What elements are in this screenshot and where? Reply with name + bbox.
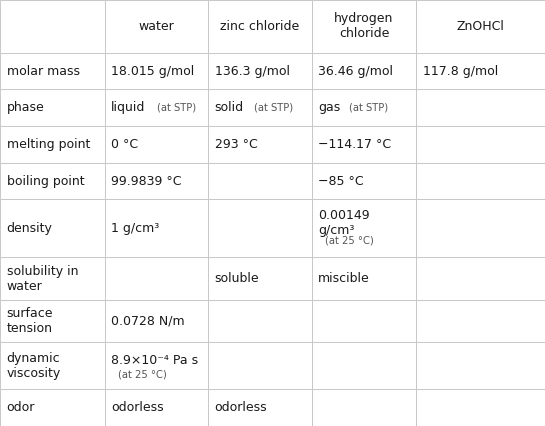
Text: 0 °C: 0 °C bbox=[111, 138, 138, 151]
Bar bbox=[312, 53, 416, 89]
Bar bbox=[416, 0, 545, 53]
Bar bbox=[416, 126, 545, 163]
Text: (at 25 °C): (at 25 °C) bbox=[325, 235, 373, 245]
Bar bbox=[208, 257, 312, 300]
Text: 8.9×10⁻⁴ Pa s: 8.9×10⁻⁴ Pa s bbox=[111, 354, 198, 367]
Text: (at 25 °C): (at 25 °C) bbox=[118, 369, 166, 379]
Text: odorless: odorless bbox=[111, 401, 164, 414]
Text: solubility in
water: solubility in water bbox=[7, 265, 78, 293]
Text: 117.8 g/mol: 117.8 g/mol bbox=[423, 65, 498, 78]
Text: odorless: odorless bbox=[215, 401, 268, 414]
Bar bbox=[105, 126, 208, 163]
Bar bbox=[312, 126, 416, 163]
Text: (at STP): (at STP) bbox=[254, 103, 293, 113]
Bar bbox=[208, 89, 312, 126]
Bar bbox=[312, 89, 416, 126]
Text: surface
tension: surface tension bbox=[7, 307, 53, 335]
Text: gas: gas bbox=[318, 101, 341, 114]
Bar bbox=[0, 53, 105, 89]
Bar bbox=[105, 163, 208, 199]
Text: 0.00149
g/cm³: 0.00149 g/cm³ bbox=[318, 209, 370, 236]
Bar bbox=[0, 343, 105, 389]
Bar bbox=[312, 199, 416, 257]
Bar bbox=[105, 257, 208, 300]
Bar bbox=[312, 257, 416, 300]
Bar bbox=[105, 343, 208, 389]
Text: molar mass: molar mass bbox=[7, 65, 80, 78]
Bar bbox=[208, 126, 312, 163]
Text: (at STP): (at STP) bbox=[157, 103, 196, 113]
Bar bbox=[312, 0, 416, 53]
Bar bbox=[208, 343, 312, 389]
Text: water: water bbox=[138, 20, 174, 33]
Text: 293 °C: 293 °C bbox=[215, 138, 257, 151]
Bar bbox=[416, 199, 545, 257]
Text: boiling point: boiling point bbox=[7, 175, 84, 187]
Bar bbox=[312, 343, 416, 389]
Text: 36.46 g/mol: 36.46 g/mol bbox=[318, 65, 393, 78]
Bar bbox=[105, 199, 208, 257]
Bar bbox=[208, 0, 312, 53]
Text: melting point: melting point bbox=[7, 138, 90, 151]
Bar bbox=[0, 199, 105, 257]
Text: hydrogen
chloride: hydrogen chloride bbox=[335, 12, 393, 40]
Bar bbox=[208, 300, 312, 343]
Bar bbox=[312, 300, 416, 343]
Text: dynamic
viscosity: dynamic viscosity bbox=[7, 352, 61, 380]
Bar bbox=[416, 89, 545, 126]
Bar bbox=[0, 89, 105, 126]
Bar bbox=[105, 300, 208, 343]
Bar bbox=[0, 257, 105, 300]
Bar bbox=[0, 300, 105, 343]
Bar bbox=[105, 53, 208, 89]
Bar bbox=[416, 389, 545, 426]
Text: ZnOHCl: ZnOHCl bbox=[457, 20, 505, 33]
Text: 1 g/cm³: 1 g/cm³ bbox=[111, 222, 160, 235]
Text: odor: odor bbox=[7, 401, 35, 414]
Text: 18.015 g/mol: 18.015 g/mol bbox=[111, 65, 195, 78]
Text: density: density bbox=[7, 222, 52, 235]
Bar bbox=[208, 389, 312, 426]
Bar bbox=[312, 389, 416, 426]
Text: phase: phase bbox=[7, 101, 44, 114]
Bar bbox=[208, 53, 312, 89]
Bar bbox=[416, 257, 545, 300]
Text: 0.0728 N/m: 0.0728 N/m bbox=[111, 315, 185, 328]
Bar bbox=[312, 163, 416, 199]
Bar bbox=[105, 389, 208, 426]
Text: soluble: soluble bbox=[215, 272, 259, 285]
Text: solid: solid bbox=[215, 101, 244, 114]
Bar bbox=[0, 0, 105, 53]
Text: 136.3 g/mol: 136.3 g/mol bbox=[215, 65, 290, 78]
Bar bbox=[416, 163, 545, 199]
Bar bbox=[105, 0, 208, 53]
Bar bbox=[0, 126, 105, 163]
Text: liquid: liquid bbox=[111, 101, 146, 114]
Text: miscible: miscible bbox=[318, 272, 370, 285]
Bar bbox=[105, 89, 208, 126]
Bar bbox=[416, 343, 545, 389]
Bar bbox=[0, 389, 105, 426]
Bar bbox=[208, 163, 312, 199]
Text: −114.17 °C: −114.17 °C bbox=[318, 138, 391, 151]
Text: zinc chloride: zinc chloride bbox=[220, 20, 300, 33]
Text: (at STP): (at STP) bbox=[349, 103, 387, 113]
Text: −85 °C: −85 °C bbox=[318, 175, 364, 187]
Bar bbox=[0, 163, 105, 199]
Text: 99.9839 °C: 99.9839 °C bbox=[111, 175, 181, 187]
Bar bbox=[416, 53, 545, 89]
Bar bbox=[208, 199, 312, 257]
Bar bbox=[416, 300, 545, 343]
